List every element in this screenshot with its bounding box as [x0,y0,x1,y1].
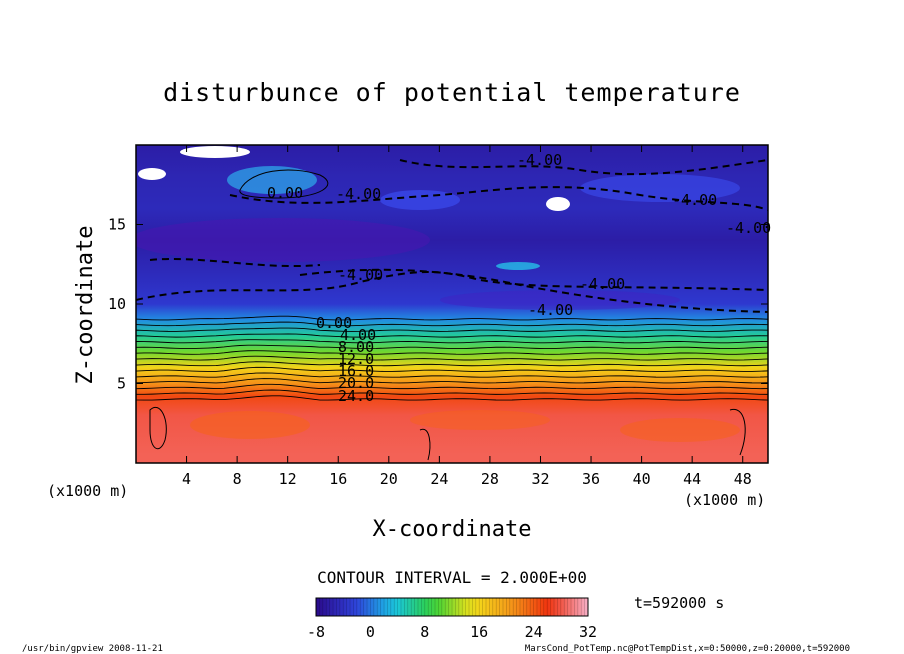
x-axis-label: X-coordinate [373,517,532,542]
contour-line [136,355,768,361]
x-unit-left: (x1000 m) [47,482,128,500]
x-tick-label: 48 [734,470,752,488]
contour-label: -4.00 [528,301,573,319]
contour-label: -4.00 [726,219,771,237]
contour-label: -4.00 [517,151,562,169]
negative-contours [136,159,768,313]
cyan-patch [496,262,540,270]
contour-line [136,321,768,327]
colorbar-tick-label: 24 [525,623,543,641]
warm-patch [190,411,310,439]
contour-zero [239,169,329,199]
contour-lines [136,315,768,401]
y-tick-label: 5 [117,375,126,393]
contour-neg4 [299,268,768,313]
x-tick-label: 28 [481,470,499,488]
contour-label: 24.0 [338,387,374,405]
x-tick-label: 36 [582,470,600,488]
chart-title: disturbunce of potential temperature [163,78,741,107]
contour-lower [419,428,431,461]
contour-line [136,378,768,384]
y-axis-label: Z-coordinate [73,226,98,385]
contour-label: -4.00 [336,185,381,203]
contour-line [136,344,768,350]
contour-neg4 [149,257,321,268]
missing-region [546,197,570,211]
contour-label: 0.00 [267,184,303,202]
contour-line [136,350,768,355]
x-tick-label: 40 [633,470,651,488]
contour-lower [149,407,167,450]
contour-label: -4.00 [338,266,383,284]
colorbar-tick-label: 16 [470,623,488,641]
contour-line [136,383,768,390]
missing-region [180,146,250,158]
time-label: t=592000 s [634,594,724,612]
solid-contours [149,169,746,461]
contour-label: 12.0 [338,350,374,368]
x-tick-label: 44 [683,470,701,488]
y-axis: 5 10 15 [108,216,768,393]
x-unit-right: (x1000 m) [684,491,765,509]
blue-blob [380,190,460,210]
contour-line [136,361,768,367]
x-tick-label: 32 [531,470,549,488]
contour-line [136,395,768,401]
x-tick-label: 12 [279,470,297,488]
warm-blob [580,174,740,202]
footer-left: /usr/bin/gpview 2008-11-21 [22,644,163,654]
contour-line [136,389,768,395]
colorbar-tick-label: -8 [307,623,325,641]
contour-labels: 0.00 4.00 8.00 12.0 16.0 20.0 24.0 -4.00… [267,151,771,405]
contour-lower [729,408,746,456]
cold-band [440,290,680,310]
contour-label: 16.0 [338,362,374,380]
warm-patch [620,418,740,442]
footer-right: MarsCond_PotTemp.nc@PotTempDist,x=0:5000… [525,644,850,654]
x-tick-label: 20 [380,470,398,488]
x-tick-label: 16 [329,470,347,488]
contour-label: 20.0 [338,374,374,392]
warm-patch [410,410,550,430]
contour-line [136,366,768,372]
colorbar-ticks: -8 0 8 16 24 32 [307,623,597,641]
plot-area [136,145,768,463]
contour-label: -4.00 [580,275,625,293]
y-tick-label: 15 [108,216,126,234]
contour-label: 8.00 [338,338,374,356]
contour-line [136,339,768,344]
contour-label: 0.00 [316,314,352,332]
contour-line [136,372,768,378]
colorbar-tick-label: 8 [420,623,429,641]
contour-label: 4.00 [340,326,376,344]
x-tick-label: 8 [233,470,242,488]
contour-line [136,327,768,332]
colorbar-tick-label: 32 [579,623,597,641]
y-tick-label: 10 [108,295,126,313]
x-tick-label: 24 [430,470,448,488]
contour-line [136,315,768,321]
cold-blob [136,218,430,262]
contour-interval-label: CONTOUR INTERVAL = 2.000E+00 [317,568,587,587]
x-axis: 4 8 12 16 20 24 28 32 36 40 44 48 [182,145,752,488]
colorbar-segments [319,598,585,616]
contour-neg4 [399,159,768,176]
colorbar-tick-label: 0 [366,623,375,641]
contour-label: -4.00 [672,191,717,209]
contour-line [136,333,768,338]
colorbar [315,597,589,617]
cyan-blob [227,166,317,194]
x-tick-label: 4 [182,470,191,488]
missing-region [138,168,166,180]
